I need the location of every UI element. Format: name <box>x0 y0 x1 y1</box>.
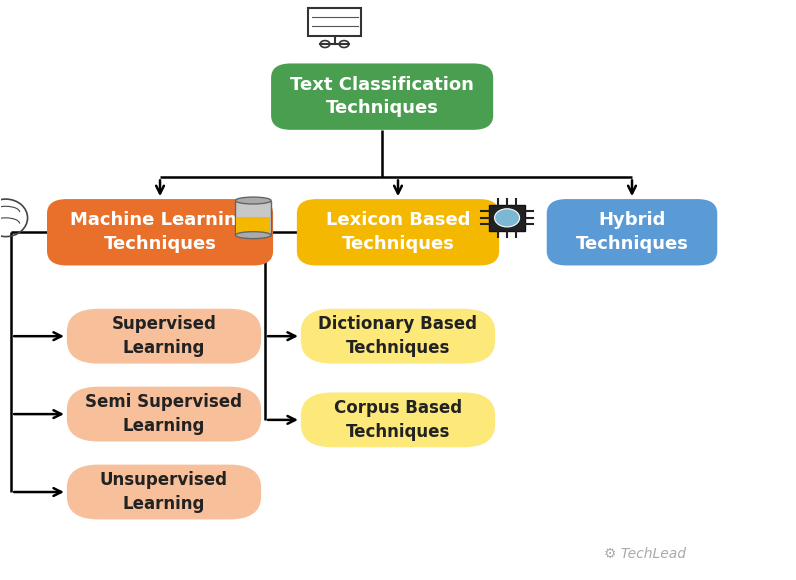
FancyBboxPatch shape <box>297 199 499 266</box>
FancyBboxPatch shape <box>236 201 271 235</box>
Text: Unsupervised
Learning: Unsupervised Learning <box>100 471 228 513</box>
Ellipse shape <box>236 197 271 204</box>
FancyBboxPatch shape <box>236 218 271 234</box>
Text: Hybrid
Techniques: Hybrid Techniques <box>576 212 689 253</box>
FancyBboxPatch shape <box>47 199 273 266</box>
Circle shape <box>494 209 520 227</box>
FancyBboxPatch shape <box>547 199 717 266</box>
Text: Supervised
Learning: Supervised Learning <box>111 316 217 357</box>
FancyBboxPatch shape <box>67 387 261 441</box>
FancyBboxPatch shape <box>67 309 261 364</box>
FancyBboxPatch shape <box>301 309 495 364</box>
Text: Dictionary Based
Techniques: Dictionary Based Techniques <box>318 316 478 357</box>
Ellipse shape <box>236 231 271 238</box>
FancyBboxPatch shape <box>301 393 495 447</box>
FancyBboxPatch shape <box>490 205 525 231</box>
Text: Lexicon Based
Techniques: Lexicon Based Techniques <box>326 212 470 253</box>
Text: Machine Learning
Techniques: Machine Learning Techniques <box>70 212 250 253</box>
Text: Text Classification
Techniques: Text Classification Techniques <box>291 76 474 117</box>
FancyBboxPatch shape <box>271 63 494 130</box>
Text: ⚙ TechLead: ⚙ TechLead <box>604 548 686 561</box>
FancyBboxPatch shape <box>308 8 361 36</box>
Text: Corpus Based
Techniques: Corpus Based Techniques <box>334 399 462 441</box>
Text: Semi Supervised
Learning: Semi Supervised Learning <box>85 393 243 435</box>
FancyBboxPatch shape <box>67 465 261 520</box>
